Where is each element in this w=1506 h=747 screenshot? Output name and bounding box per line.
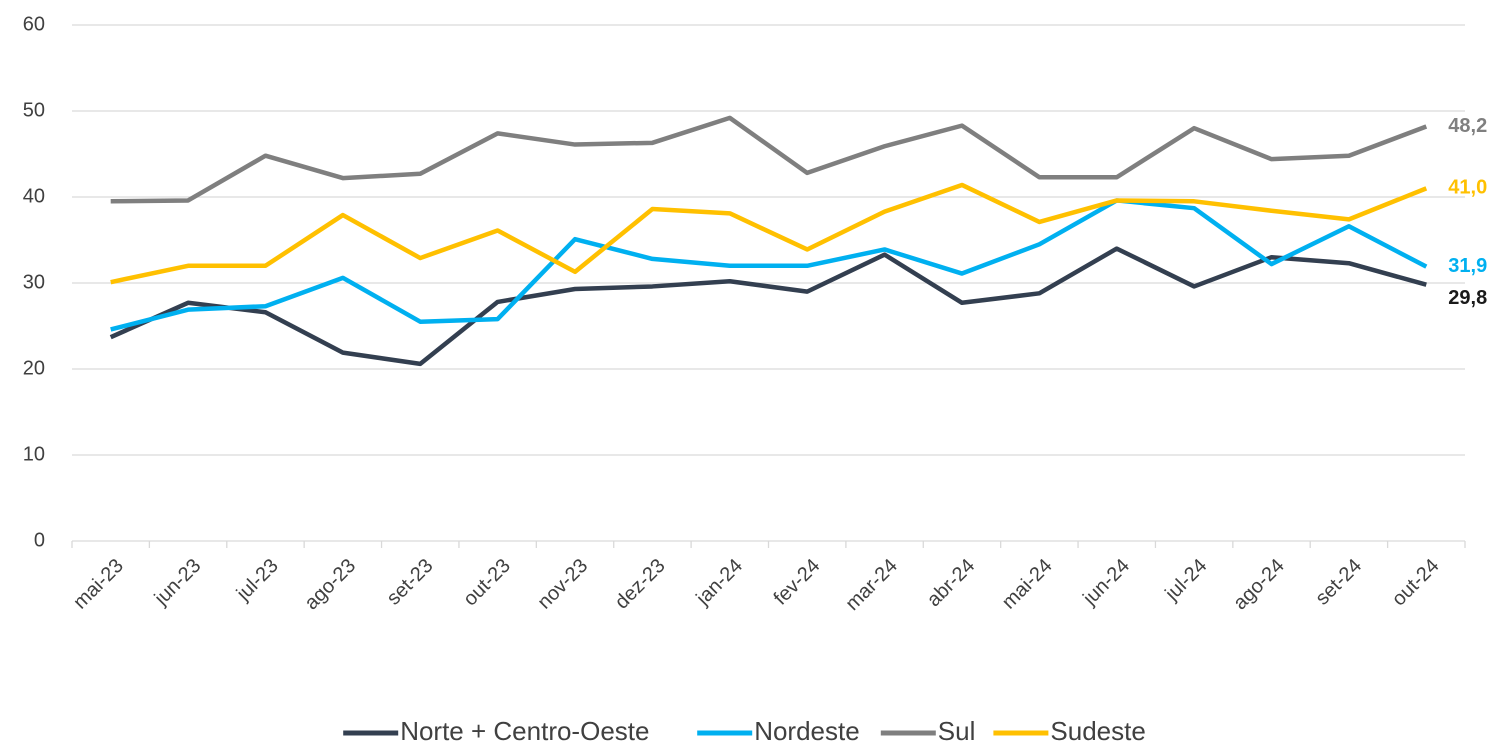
series-line [110,115,1428,204]
x-tick-label: jun-24 [1078,555,1134,611]
x-tick-label: out-23 [459,555,515,611]
series-line [110,182,1428,285]
x-tick-label: abr-24 [923,555,979,611]
x-tick-label: out-24 [1388,555,1444,611]
legend-label: Nordeste [754,716,860,746]
data-label: 41,0 [1448,177,1487,199]
x-tick-label: jan-24 [691,555,747,611]
x-tick-label: ago-23 [301,555,361,615]
x-tick-label: set-24 [1311,555,1366,610]
x-tick-label: ago-24 [1229,555,1289,615]
y-tick-label: 20 [23,357,45,379]
y-tick-label: 30 [23,271,45,293]
x-tick-label: jul-23 [232,555,283,606]
x-tick-label: dez-23 [611,555,670,614]
legend-label: Norte + Centro-Oeste [400,716,649,746]
x-tick-label: jun-23 [150,555,206,611]
y-tick-label: 60 [23,13,45,35]
series-line [109,246,1427,367]
data-label: 29,8 [1448,287,1487,309]
x-tick-label: fev-24 [770,555,825,610]
legend-label: Sul [938,716,976,746]
x-tick-label: set-23 [383,555,438,610]
x-tick-label: jul-24 [1161,555,1212,606]
y-tick-label: 40 [23,185,45,207]
x-tick-label: mai-24 [998,555,1057,614]
x-tick-label: mar-24 [841,555,901,615]
series-line [110,198,1428,332]
y-tick-label: 50 [23,99,45,121]
x-tick-label: nov-23 [533,555,592,614]
data-label: 31,9 [1448,255,1487,277]
data-label: 48,2 [1448,115,1487,137]
y-tick-label: 0 [34,529,45,551]
y-tick-label: 10 [23,443,45,465]
legend-label: Sudeste [1050,716,1145,746]
x-tick-label: mai-23 [69,555,128,614]
